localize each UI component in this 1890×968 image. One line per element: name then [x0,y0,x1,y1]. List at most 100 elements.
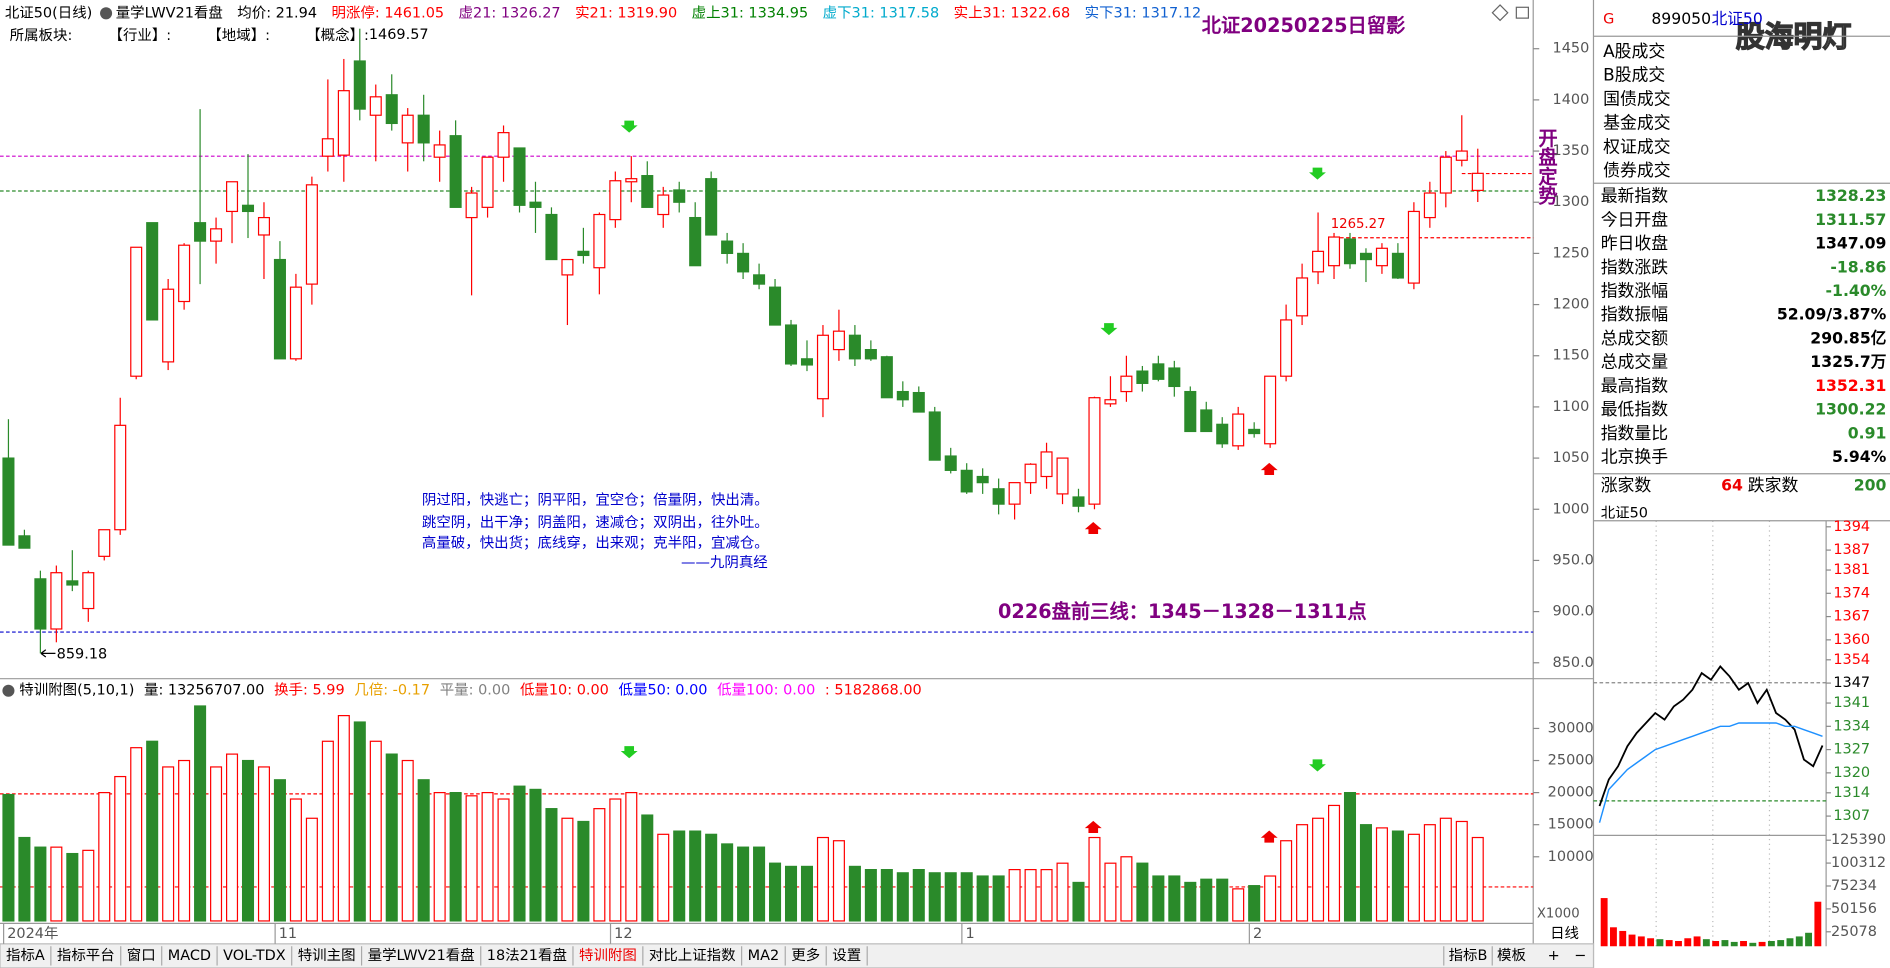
volume-header-item: 几倍: -0.17 [354,682,430,699]
quote-label: 最高指数 [1601,375,1669,395]
volume-bar [1024,869,1037,922]
intraday-volume-bar [1777,940,1785,947]
tab[interactable]: 指标B [1449,947,1488,964]
candle-body [753,274,766,285]
volume-bar [50,846,63,922]
volume-bar [226,753,239,922]
tab[interactable]: 特训主图 [298,947,356,964]
candle-body [561,258,574,276]
quote-label: 昨日收盘 [1601,233,1669,253]
candle-body [465,192,478,219]
y-tick-label: 10000 [1548,849,1594,865]
header-item: 均价: 21.94 [237,4,317,21]
turnover-label: B股成交 [1603,65,1665,85]
volume-header-item: 换手: 5.99 [274,682,345,699]
y-tick-label: 1350 [1553,143,1590,159]
date-label: 2024年 [7,925,58,942]
volume-bar [545,808,558,922]
tab[interactable]: 窗口 [127,946,156,964]
volume-bar [689,830,702,922]
tab[interactable]: 量学LWV21看盘 [368,946,475,964]
tab-bar [0,943,1595,968]
quote-value: 1352.31 [1815,376,1886,395]
volume-bar [194,705,207,922]
header-item: 量学LWV21看盘 [116,3,223,21]
sector-label: 【地域】: [207,27,270,44]
volume-bar [1200,878,1213,922]
candle-body [1024,463,1037,484]
candle-body [257,216,270,236]
volume-bar [609,798,622,922]
volume-header-item: 平量: 0.00 [440,683,511,699]
zoom-in[interactable]: + [1548,948,1560,964]
candle-body [1184,390,1197,433]
candle-body [1471,172,1484,191]
y-tick-label: 1341 [1833,695,1870,711]
tab[interactable]: 指标平台 [57,947,115,964]
quote-value: 0.91 [1848,423,1887,442]
volume-bar [673,830,686,922]
volume-header-item: 低量100: 0.00 [717,682,815,699]
y-tick-label: 15000 [1548,817,1594,833]
y-tick-label: 125390 [1831,832,1886,848]
turnover-label: 债券成交 [1603,160,1671,180]
tab[interactable]: 对比上证指数 [649,947,736,964]
candle-body [226,181,239,213]
volume-bar [800,865,814,922]
intraday-volume-bar [1721,940,1729,947]
candle-body [577,250,590,257]
y-tick-label: 1200 [1553,297,1590,313]
candle-body [1264,375,1277,445]
tab[interactable]: 更多 [791,947,820,964]
volume-bar [1104,862,1117,922]
candle-body [1407,210,1420,284]
volume-bar [433,792,446,922]
quote-label: 最低指数 [1601,399,1669,419]
volume-bar [769,862,782,922]
intraday-volume-bar [1758,941,1766,947]
candle-body [2,457,15,546]
period-tab[interactable]: 日线 [1550,925,1579,942]
candle-body [832,330,845,351]
intraday-volume-bar [1805,932,1813,947]
y-tick-label: 20000 [1548,785,1594,801]
volume-bar [1471,836,1484,922]
icon[interactable] [1491,4,1509,22]
tab[interactable]: 模板 [1497,946,1526,964]
volume-bar [401,759,414,922]
intraday-volume-bar [1814,901,1822,947]
zoom-out[interactable]: − [1574,948,1586,964]
candle-body [545,213,558,261]
volume-bar [18,836,31,922]
volume-bar [273,779,286,922]
icon[interactable] [1515,6,1529,19]
tab[interactable]: 指标A [6,947,45,964]
intraday-volume-bar [1600,898,1608,947]
volume-bar [1375,827,1388,922]
candle-body [737,252,750,273]
candle-body [305,184,318,285]
volume-bar [593,808,606,922]
volume-bar [1455,820,1468,922]
y-tick-label: 100312 [1831,855,1886,871]
candle-body [1040,451,1053,478]
tab[interactable]: 设置 [832,947,861,964]
tab[interactable]: 18法21看盘 [487,946,567,964]
tab[interactable]: MA2 [748,948,780,964]
tab[interactable]: MACD [168,948,211,964]
candle-body [1104,399,1117,405]
y-tick-label: 1374 [1833,585,1870,601]
y-tick-label: 900.0 [1553,604,1594,620]
turnover-label: 国债成交 [1603,89,1671,109]
candle-body [960,469,973,493]
quote-value: -18.86 [1830,257,1886,276]
volume-bar [1056,862,1069,922]
tab[interactable]: 特训附图 [579,947,637,964]
header-item: 虚下31: 1317.58 [823,4,940,21]
header-item: 虚21: 1326.27 [459,4,561,21]
volume-bar [130,747,143,922]
tab[interactable]: VOL-TDX [223,948,286,964]
icon [2,684,15,697]
quote-value: 5.94% [1832,447,1887,466]
